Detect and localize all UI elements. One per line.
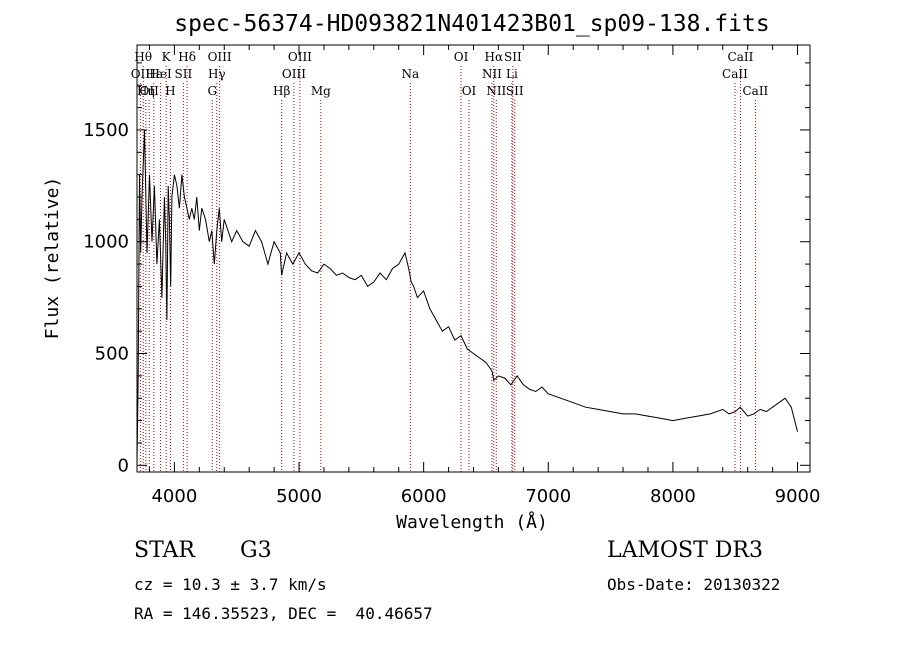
- marker-label: SII: [506, 84, 524, 98]
- chart-title: spec-56374-HD093821N401423B01_sp09-138.f…: [174, 11, 769, 37]
- marker-label: Hδ: [178, 50, 196, 64]
- marker-label: OII: [131, 67, 151, 81]
- survey-name: LAMOST DR3: [607, 538, 763, 563]
- marker-label: CaII: [742, 84, 768, 98]
- object-class: STAR: [134, 538, 195, 563]
- marker-label: Hα: [485, 50, 504, 64]
- marker-label: Hβ: [273, 84, 290, 98]
- marker-label: NII: [486, 84, 506, 98]
- marker-label: NII: [482, 67, 502, 81]
- marker-label: HeI: [149, 67, 172, 81]
- marker-label: OIII: [282, 67, 306, 81]
- marker-label: OI: [454, 50, 469, 64]
- plot-frame: [136, 44, 811, 473]
- marker-label: H: [165, 84, 175, 98]
- marker-label: Hγ: [208, 67, 226, 81]
- marker-label: Hη: [137, 84, 155, 98]
- spectrum-line: [136, 129, 798, 466]
- x-tick-label: 6000: [401, 486, 447, 507]
- line-markers: [139, 66, 756, 472]
- marker-label: SII: [175, 67, 193, 81]
- x-tick-label: 7000: [525, 486, 571, 507]
- marker-label: K: [162, 50, 172, 64]
- x-tick-label: 8000: [650, 486, 696, 507]
- marker-label: OIII: [208, 50, 232, 64]
- object-subclass: G3: [240, 538, 272, 563]
- marker-label: G: [207, 84, 217, 98]
- x-axis-label: Wavelength (Å): [396, 511, 548, 533]
- x-tick-label: 4000: [151, 486, 197, 507]
- y-tick-label: 1500: [83, 120, 129, 141]
- marker-label: SII: [504, 50, 522, 64]
- observation-date: Obs-Date: 20130322: [607, 575, 781, 594]
- x-axis-ticks: 4000 5000 6000 7000 8000 9000: [148, 45, 821, 507]
- marker-label: OII: [140, 84, 160, 98]
- line-marker-labels: OIIHθHηOIIHεHeIKHSIIHδGHγOIIIHβOIIIOIIIM…: [131, 50, 769, 98]
- marker-label: CaII: [728, 50, 754, 64]
- marker-label: OI: [462, 84, 477, 98]
- y-axis-ticks: 0 500 1000 1500: [83, 62, 810, 476]
- y-tick-label: 500: [95, 344, 129, 365]
- marker-label: Mg: [311, 84, 331, 98]
- y-tick-label: 0: [118, 455, 129, 476]
- marker-label: Hε: [145, 67, 162, 81]
- coordinates: RA = 146.35523, DEC = 40.46657: [134, 604, 433, 623]
- x-tick-label: 5000: [276, 486, 322, 507]
- marker-label: CaII: [722, 67, 748, 81]
- redshift-velocity: cz = 10.3 ± 3.7 km/s: [134, 575, 327, 594]
- y-tick-label: 1000: [83, 232, 129, 253]
- x-tick-label: 9000: [775, 486, 821, 507]
- marker-label: OIII: [288, 50, 312, 64]
- marker-label: Hθ: [134, 50, 152, 64]
- y-axis-label: Flux (relative): [42, 177, 63, 340]
- marker-label: Li: [506, 67, 518, 81]
- marker-label: Na: [401, 67, 419, 81]
